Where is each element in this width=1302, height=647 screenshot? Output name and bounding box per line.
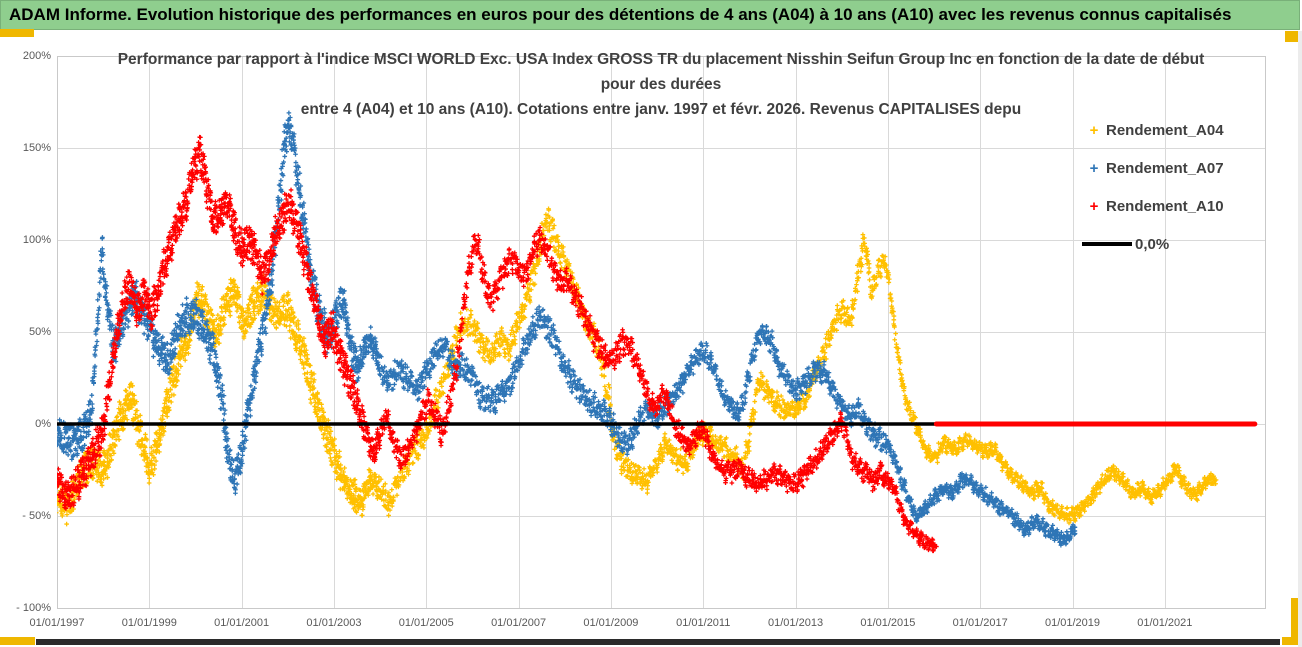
chart-title-line-1: Performance par rapport à l'indice MSCI …: [117, 51, 1205, 68]
zero-line-swatch-icon: [1082, 242, 1132, 246]
y-axis-label: 200%: [22, 50, 51, 62]
plus-marker-icon: +: [1089, 197, 1099, 215]
x-axis-label: 01/01/2003: [306, 617, 362, 629]
right-edge-strip: [1298, 31, 1302, 647]
x-axis-label: 01/01/1999: [121, 617, 177, 629]
bottom-scrollbar[interactable]: [36, 639, 1280, 645]
x-axis-label: 01/01/2001: [214, 617, 270, 629]
gold-accent-top-right: [1285, 31, 1298, 42]
plus-marker-icon: +: [1089, 121, 1099, 139]
x-axis-label: 01/01/2021: [1137, 617, 1193, 629]
gold-accent-right-edge: [1291, 598, 1298, 640]
legend-label-a10: Rendement_A10: [1106, 197, 1224, 215]
x-axis-label: 01/01/2011: [676, 617, 731, 629]
x-axis-label: 01/01/2019: [1044, 617, 1101, 629]
legend-item-zero-line[interactable]: 0,0%: [1082, 232, 1272, 256]
plus-marker-icon: +: [1089, 159, 1099, 177]
x-axis-label: 01/01/2009: [583, 617, 639, 629]
chart-legend: + Rendement_A04 + Rendement_A07 + Rendem…: [1082, 118, 1272, 270]
legend-label-zero: 0,0%: [1135, 235, 1170, 253]
legend-item-a07[interactable]: + Rendement_A07: [1082, 156, 1272, 180]
legend-label-a04: Rendement_A04: [1106, 121, 1224, 139]
header-banner: ADAM Informe. Evolution historique des p…: [0, 0, 1300, 30]
y-axis-label: - 50%: [22, 510, 51, 522]
x-axis-label: 01/01/2005: [398, 617, 454, 629]
chart-title-line-3: entre 4 (A04) et 10 ans (A10). Cotations…: [300, 101, 1022, 118]
x-axis-label: 01/01/1997: [29, 617, 85, 629]
legend-item-a10[interactable]: + Rendement_A10: [1082, 194, 1272, 218]
x-axis-label: 01/01/2017: [952, 617, 1008, 629]
y-axis-label: 0%: [35, 418, 51, 430]
gold-accent-bottom-right: [1282, 637, 1298, 645]
x-axis-label: 01/01/2015: [860, 617, 916, 629]
y-axis-label: 50%: [28, 326, 51, 338]
chart-title-line-2: pour des durées: [600, 76, 722, 93]
gold-accent-top-left: [0, 29, 34, 37]
y-axis-label: 150%: [22, 142, 51, 154]
legend-label-a07: Rendement_A07: [1106, 159, 1224, 177]
x-axis-label: 01/01/2007: [491, 617, 547, 629]
y-axis-label: - 100%: [16, 602, 51, 614]
gold-accent-bottom-left: [0, 637, 35, 645]
legend-item-a04[interactable]: + Rendement_A04: [1082, 118, 1272, 142]
y-axis-label: 100%: [22, 234, 51, 246]
x-axis-label: 01/01/2013: [768, 617, 824, 629]
header-title: ADAM Informe. Evolution historique des p…: [9, 5, 1232, 24]
